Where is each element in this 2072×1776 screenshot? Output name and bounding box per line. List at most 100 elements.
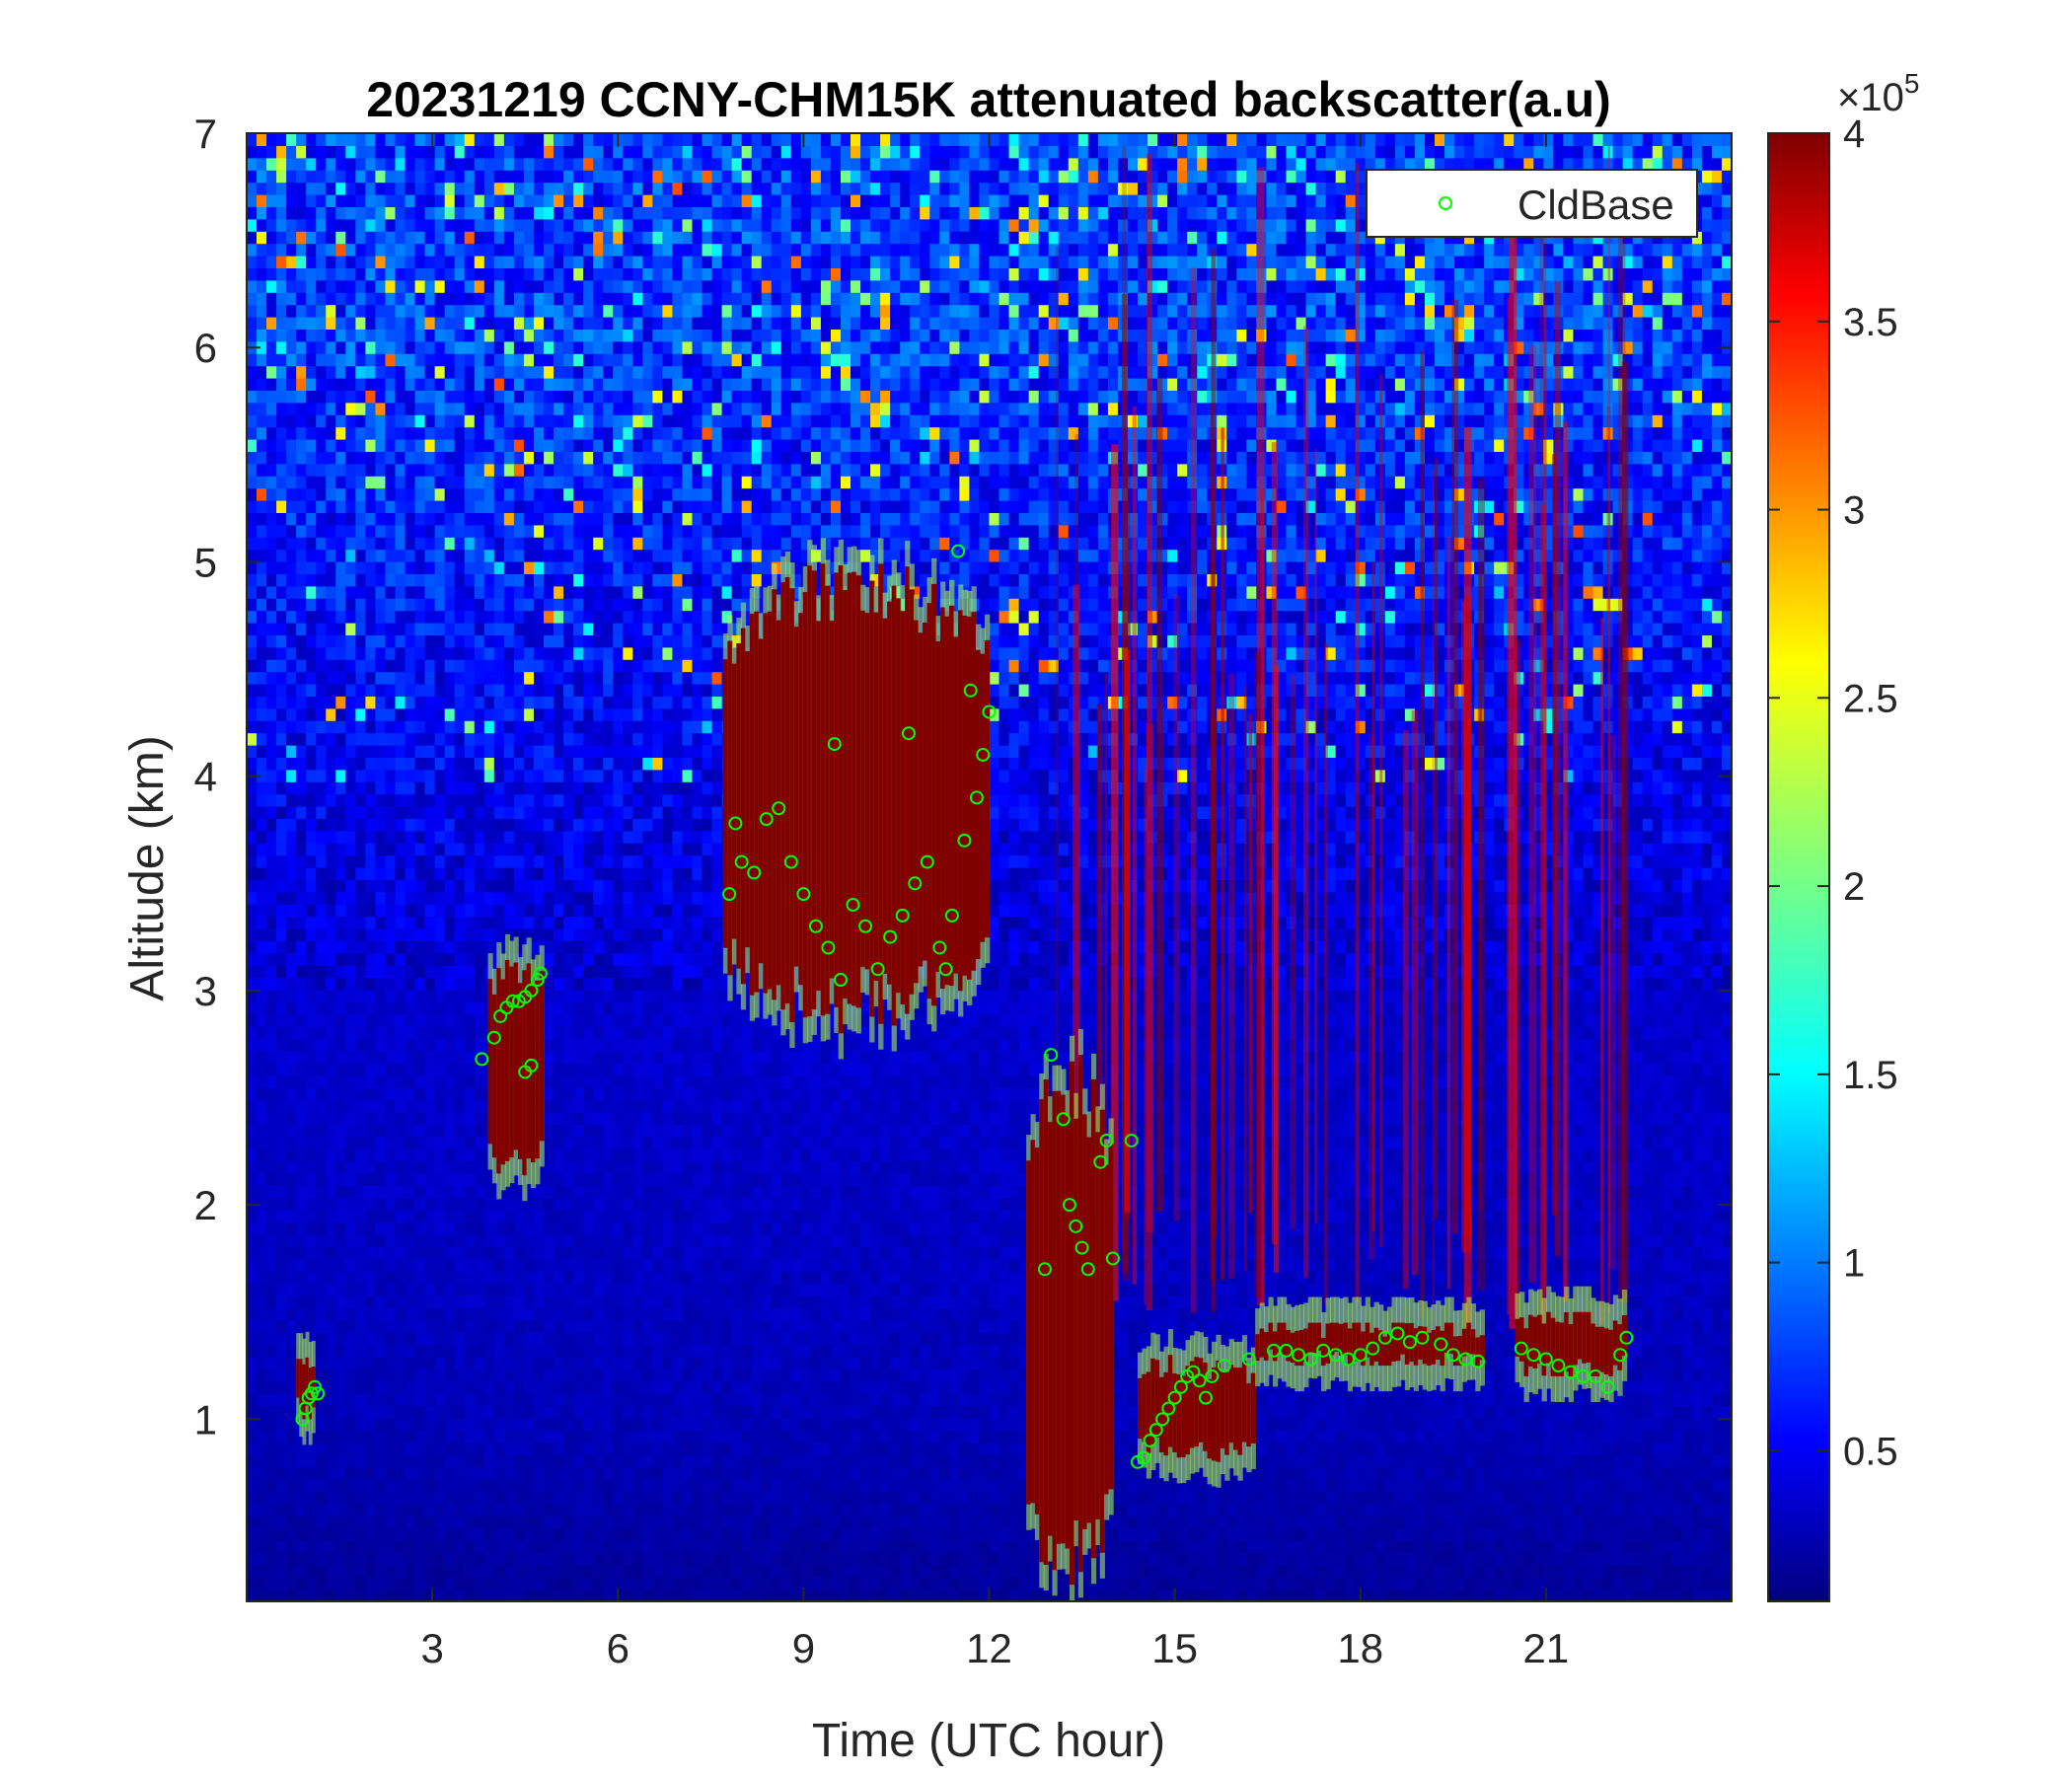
colorbar-exponent-base: ×10 — [1837, 76, 1904, 119]
colorbar-tick-label: 2.5 — [1843, 677, 1898, 720]
cldbase-point — [1037, 1262, 1052, 1277]
x-tick-label: 3 — [420, 1625, 443, 1671]
cldbase-point — [982, 704, 997, 719]
x-tick-label: 21 — [1523, 1625, 1570, 1671]
cldbase-point — [1589, 1369, 1603, 1383]
cldbase-point — [1044, 1048, 1059, 1063]
cldbase-point — [1292, 1348, 1306, 1363]
cldbase-point — [1069, 1219, 1083, 1233]
colorbar-tick-label: 1.5 — [1843, 1054, 1898, 1097]
cldbase-point — [938, 962, 953, 977]
cloud-layer — [487, 933, 545, 1202]
cldbase-point — [772, 801, 786, 816]
cldbase-point — [1434, 1337, 1448, 1352]
cldbase-point — [1613, 1348, 1628, 1363]
y-axis-label: Altitude (km) — [121, 735, 174, 1000]
cldbase-point — [1316, 1343, 1331, 1358]
cldbase-point — [1161, 1401, 1176, 1416]
y-axis: 1 2 3 4 5 6 7 — [194, 111, 1732, 1443]
cldbase-point — [307, 1379, 322, 1394]
legend-box — [1366, 169, 1698, 238]
cldbase-point — [1056, 1112, 1071, 1127]
cldbase-point — [1074, 1240, 1089, 1255]
cldbase-point — [1619, 1330, 1634, 1345]
cldbase-point — [808, 919, 823, 933]
cldbase-point — [796, 887, 811, 902]
cldbase-point — [1063, 1198, 1077, 1213]
cldbase-point — [963, 683, 978, 698]
legend: CldBase — [1366, 169, 1698, 238]
cldbase-point — [1445, 1348, 1460, 1363]
cldbase-point — [846, 898, 860, 913]
cldbase-point — [1148, 1423, 1163, 1438]
y-tick-label: 1 — [194, 1396, 217, 1443]
cldbase-point — [1105, 1251, 1120, 1266]
cldbase-point — [908, 876, 923, 891]
cldbase-point — [1192, 1373, 1207, 1388]
cldbase-point — [783, 854, 798, 869]
cldbase-point — [1514, 1341, 1528, 1356]
cldbase-point — [969, 790, 984, 805]
x-tick-label: 18 — [1337, 1625, 1383, 1671]
colorbar-exponent-power: 5 — [1904, 68, 1920, 99]
cldbase-point — [821, 940, 836, 955]
cldbase-point — [870, 962, 885, 977]
cldbase-point — [951, 544, 966, 558]
cloud-layer — [1138, 1329, 1256, 1488]
colorbar-tick-label: 1 — [1843, 1242, 1865, 1286]
legend-label-cldbase: CldBase — [1517, 182, 1674, 228]
cldbase-point — [1137, 1450, 1151, 1465]
colorbar: 0.5 1 1.5 2 2.5 3 3.5 4 ×105 — [1767, 68, 1919, 1602]
cldbase-point — [311, 1386, 326, 1401]
cldbase-point — [1198, 1390, 1213, 1405]
cldbase-point — [1600, 1379, 1615, 1394]
cldbase-point — [1173, 1379, 1188, 1394]
cldbase-point — [475, 1052, 489, 1067]
cldbase-point — [827, 737, 842, 752]
cldbase-point — [1080, 1262, 1095, 1277]
colorbar-tick-label: 2 — [1843, 865, 1865, 909]
colorbar-tick-label: 0.5 — [1843, 1430, 1898, 1473]
cldbase-point — [1205, 1369, 1220, 1383]
x-tick-label: 6 — [607, 1625, 629, 1671]
cldbase-point — [734, 854, 749, 869]
x-axis: 3 6 9 12 15 18 21 — [420, 133, 1569, 1671]
cldbase-point — [1470, 1354, 1485, 1369]
cldbase-point — [1143, 1434, 1157, 1448]
cldbase-point — [883, 929, 898, 944]
cldbase-point — [1415, 1330, 1430, 1345]
cldbase-point — [957, 833, 972, 848]
cldbase-point — [728, 816, 743, 831]
y-tick-label: 6 — [194, 325, 217, 371]
colorbar-exponent-label: ×105 — [1837, 68, 1919, 119]
cldbase-point — [932, 940, 947, 955]
colorbar-tick-label: 4 — [1843, 112, 1865, 156]
cldbase-point — [1328, 1348, 1343, 1363]
cloud-layer — [1515, 1286, 1628, 1402]
y-tick-label: 5 — [194, 539, 217, 585]
y-tick-label: 3 — [194, 968, 217, 1014]
cldbase-point — [1538, 1352, 1553, 1367]
cldbase-point — [722, 887, 737, 902]
cloud-layer — [722, 538, 991, 1060]
y-tick-label: 7 — [194, 111, 217, 157]
colorbar-tick-label: 3.5 — [1843, 301, 1898, 344]
cldbase-point — [1341, 1352, 1356, 1367]
cldbase-point — [834, 973, 848, 988]
cldbase-point — [1124, 1133, 1139, 1147]
cldbase-point — [1167, 1390, 1182, 1405]
cldbase-point — [976, 747, 991, 762]
cldbase-point — [1241, 1352, 1256, 1367]
colorbar-gradient — [1767, 132, 1830, 1602]
cldbase-point — [524, 1058, 539, 1073]
x-axis-label: Time (UTC hour) — [812, 1715, 1165, 1767]
x-tick-label: 12 — [966, 1625, 1012, 1671]
cldbase-point — [304, 1386, 319, 1401]
cldbase-markers — [295, 544, 1634, 1469]
cldbase-point — [747, 865, 762, 880]
heatmap-image — [247, 133, 1732, 1601]
cldbase-point — [486, 1030, 501, 1045]
cldbase-point — [1563, 1365, 1578, 1379]
cldbase-point — [1303, 1352, 1318, 1367]
